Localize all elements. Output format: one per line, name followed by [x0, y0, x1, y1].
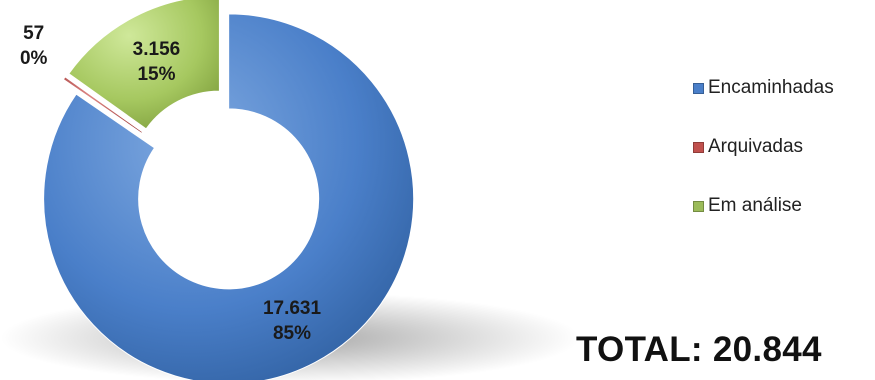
- legend-item-arquivadas: Arquivadas: [693, 127, 834, 167]
- legend-item-em-analise: Em análise: [693, 186, 834, 226]
- data-label-em-analise: 3.156 15%: [133, 39, 181, 85]
- legend-label-encaminhadas: Encaminhadas: [708, 77, 834, 98]
- legend: Encaminhadas Arquivadas Em análise: [693, 68, 834, 226]
- legend-item-encaminhadas: Encaminhadas: [693, 68, 834, 108]
- slice-arquivadas: [62, 76, 144, 134]
- value-label-arquivadas: 57: [23, 23, 44, 44]
- data-label-encaminhadas: 17.631 85%: [263, 298, 322, 344]
- legend-label-arquivadas: Arquivadas: [708, 136, 804, 157]
- data-label-arquivadas: 57 0%: [20, 23, 48, 69]
- legend-swatch-arquivadas: [693, 141, 704, 153]
- slice-em-analise: [68, 0, 220, 130]
- percent-label-em-analise: 15%: [137, 64, 175, 85]
- value-label-em-analise: 3.156: [133, 39, 181, 60]
- percent-label-encaminhadas: 85%: [273, 323, 311, 344]
- legend-swatch-em-analise: [693, 200, 704, 212]
- legend-label-em-analise: Em análise: [708, 195, 802, 216]
- percent-label-arquivadas: 0%: [20, 48, 48, 69]
- labels-group: 17.631 85%57 0% 3.156 15%: [20, 23, 322, 344]
- slice-encaminhadas: [43, 13, 415, 380]
- legend-swatch-encaminhadas: [693, 82, 704, 94]
- total-label: TOTAL: 20.844: [576, 330, 822, 369]
- value-label-encaminhadas: 17.631: [263, 298, 322, 319]
- slices-group: [43, 0, 415, 380]
